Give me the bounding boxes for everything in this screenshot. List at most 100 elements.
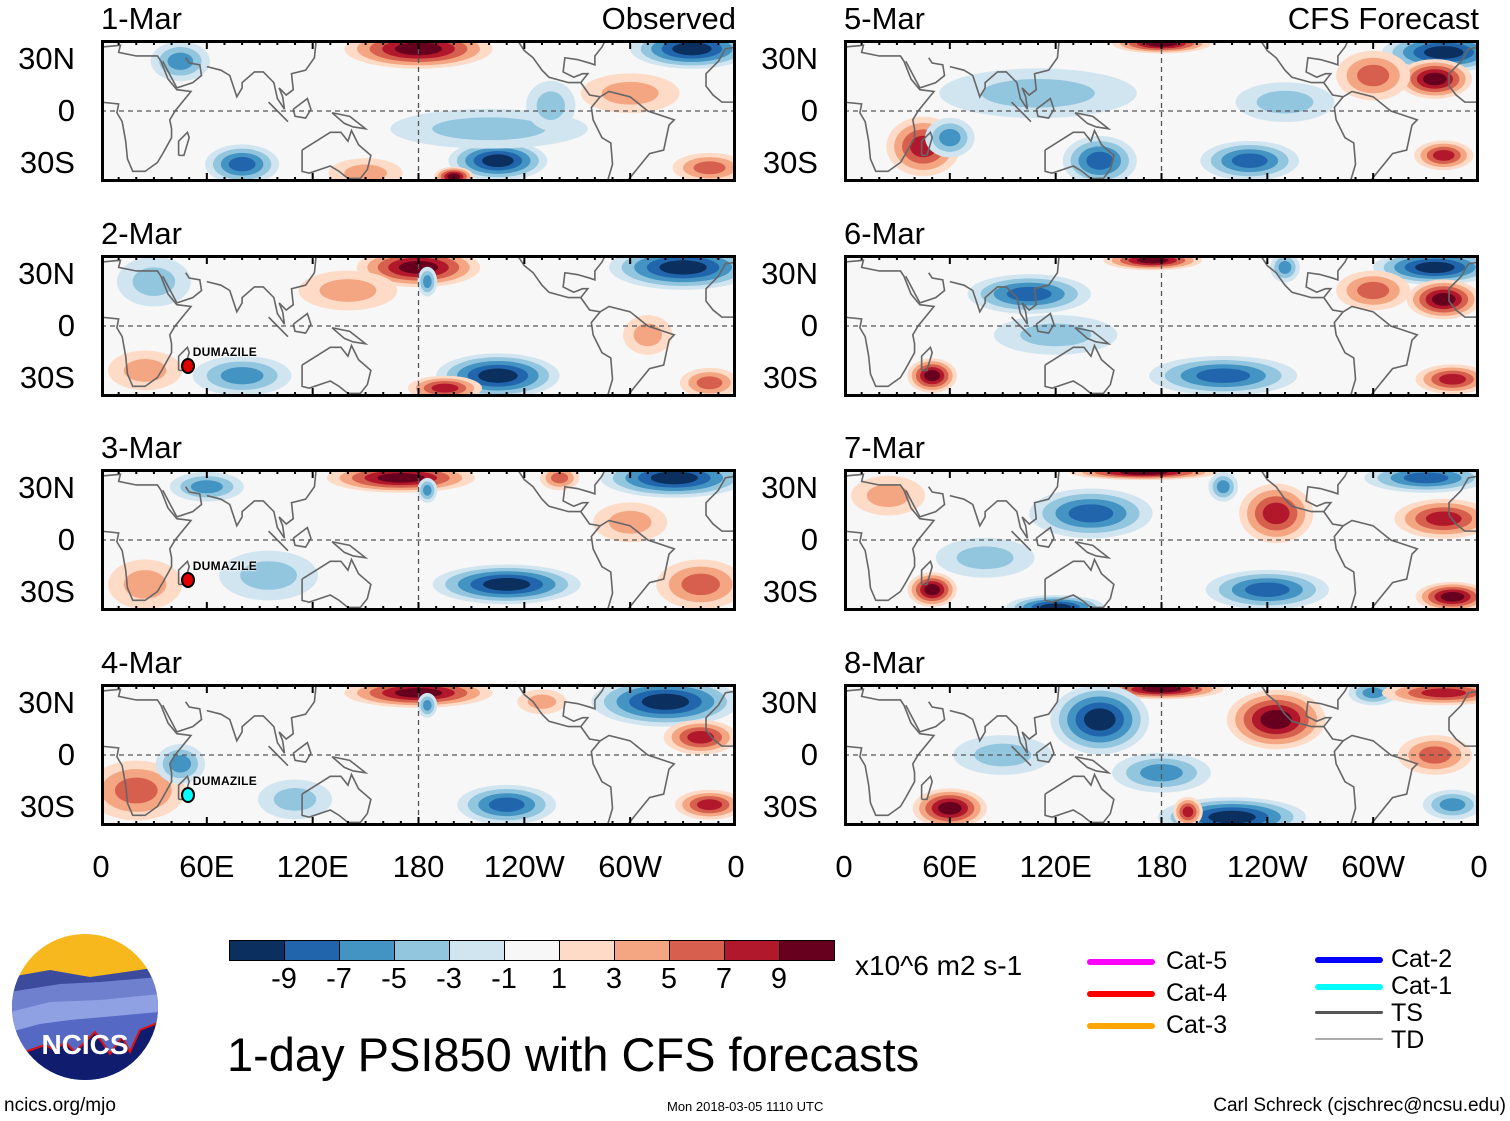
legend-label: Cat-3 <box>1166 1011 1228 1039</box>
y-tick-label: 30S <box>19 574 75 609</box>
anomaly-contour <box>1278 260 1292 274</box>
colorbar-swatch <box>284 940 340 961</box>
map-panel <box>844 684 1479 826</box>
anomaly-contour <box>1357 64 1390 87</box>
y-tick-label: 30N <box>18 685 75 720</box>
coastline <box>1258 40 1350 84</box>
anomaly-contour <box>319 279 377 302</box>
anomaly-contour <box>1244 582 1290 597</box>
coastline <box>1448 46 1479 103</box>
colorbar-swatch <box>229 940 285 961</box>
coastline <box>1011 316 1032 338</box>
anomaly-contour <box>228 157 256 172</box>
x-tick-label: 120E <box>1019 849 1092 884</box>
x-tick-label: 60E <box>179 849 235 884</box>
anomaly-contour <box>937 801 962 815</box>
anomaly-contour <box>1068 504 1114 523</box>
panel-date: 3-Mar <box>101 430 182 465</box>
anomaly-contour <box>693 161 726 175</box>
anomaly-contour <box>377 473 425 483</box>
coastline <box>292 312 312 334</box>
anomaly-contour <box>123 570 167 599</box>
y-tick-label: 30S <box>762 360 818 395</box>
anomaly-contour <box>974 743 1032 767</box>
anomaly-contour <box>478 368 518 383</box>
anomaly-contour <box>167 52 194 70</box>
colorbar-tick-label: 7 <box>715 963 733 995</box>
coastline <box>1323 297 1357 397</box>
anomaly-contour <box>1208 810 1256 824</box>
x-tick-label: 0 <box>92 849 110 884</box>
y-tick-label: 30N <box>761 685 818 720</box>
colorbar-swatch <box>669 940 725 961</box>
coastline <box>1035 312 1055 334</box>
coastline <box>1044 557 1115 609</box>
anomaly-contour <box>1006 286 1052 302</box>
coastline <box>515 40 607 84</box>
cyclone-name-label: DUMAZILE <box>192 773 258 788</box>
coastline <box>905 486 946 518</box>
anomaly-contour <box>866 484 910 508</box>
y-tick-label: 0 <box>57 737 75 772</box>
coastline <box>206 40 317 110</box>
anomaly-contour <box>431 383 459 393</box>
panel-frame <box>101 684 736 826</box>
coastline <box>949 684 1060 754</box>
x-tick-label: 180 <box>392 849 445 884</box>
anomaly-contour <box>482 154 514 168</box>
coastline <box>1258 255 1350 299</box>
coastline <box>844 688 936 817</box>
colorbar-swatch <box>339 940 395 961</box>
anomaly-contour <box>123 358 167 382</box>
legend-line-ts <box>1315 1011 1383 1014</box>
coastline <box>920 130 934 157</box>
x-tick-label: 0 <box>835 849 853 884</box>
y-tick-label: 30N <box>761 41 818 76</box>
colorbar-swatch <box>724 940 780 961</box>
x-tick-label: 180 <box>1135 849 1188 884</box>
anomaly-contour <box>608 510 652 534</box>
coastline <box>1342 90 1419 182</box>
coastline <box>1323 726 1357 826</box>
coastline <box>292 526 312 548</box>
coastline <box>905 272 946 304</box>
cyclone-name-label: DUMAZILE <box>192 344 258 359</box>
colorbar-tick-label: 1 <box>550 963 568 995</box>
footer-right: Carl Schreck (cjschrec@ncsu.edu) <box>1213 1095 1506 1116</box>
coastline <box>331 111 369 130</box>
coastline <box>1342 305 1419 397</box>
colorbar-tick-label: 3 <box>605 963 623 995</box>
anomaly-contour <box>1425 511 1462 526</box>
y-tick-label: 30S <box>19 789 75 824</box>
coastline <box>331 755 369 774</box>
colorbar-units: x10^6 m2 s-1 <box>855 950 1023 981</box>
coastline <box>301 343 372 395</box>
legend-label: Cat-4 <box>1166 979 1228 1007</box>
y-tick-label: 0 <box>800 308 818 343</box>
coastline <box>1342 734 1419 826</box>
anomaly-contour <box>1140 764 1183 782</box>
coastline <box>301 772 372 824</box>
panel-frame <box>844 255 1479 397</box>
colorbar-tick-label: -9 <box>271 963 297 995</box>
legend-label: Cat-5 <box>1166 947 1228 975</box>
anomaly-contour <box>672 42 712 56</box>
coastline <box>580 82 614 182</box>
coastline <box>1044 772 1115 824</box>
anomaly-contour <box>488 797 525 812</box>
coastline <box>515 255 607 299</box>
coastline <box>1323 511 1357 611</box>
map-panel: DUMAZILE <box>101 255 736 397</box>
coastline <box>1035 741 1055 763</box>
anomaly-contour <box>1421 688 1467 698</box>
map-panel <box>844 469 1479 611</box>
coastline <box>1448 475 1479 532</box>
coastline <box>1011 530 1032 552</box>
colorbar-swatch <box>394 940 450 961</box>
coastline <box>301 128 372 180</box>
anomaly-contour <box>482 578 531 591</box>
anomaly-contour <box>1418 746 1451 764</box>
colorbar-swatch <box>614 940 670 961</box>
panel-frame <box>844 684 1479 826</box>
colorbar-tick-label: -5 <box>381 963 407 995</box>
